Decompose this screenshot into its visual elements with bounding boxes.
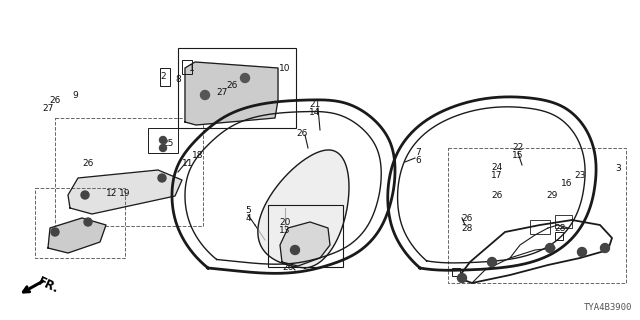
Text: 19: 19	[119, 188, 131, 197]
Circle shape	[81, 191, 89, 199]
Polygon shape	[258, 150, 349, 268]
Text: 1: 1	[189, 63, 195, 73]
Text: 4: 4	[245, 213, 251, 222]
Text: 25: 25	[163, 139, 173, 148]
Bar	[555, 232, 563, 240]
Text: 26: 26	[49, 95, 61, 105]
Circle shape	[200, 91, 209, 100]
Circle shape	[600, 244, 609, 252]
Bar	[268, 205, 343, 267]
Text: 11: 11	[182, 158, 194, 167]
Circle shape	[458, 274, 467, 283]
Polygon shape	[48, 218, 106, 253]
Text: 26: 26	[492, 190, 502, 199]
Circle shape	[159, 137, 166, 143]
Text: 13: 13	[279, 226, 291, 235]
Bar	[148, 128, 178, 153]
Bar	[178, 48, 296, 128]
Text: 21: 21	[309, 100, 321, 108]
Text: 27: 27	[42, 103, 54, 113]
Text: 6: 6	[415, 156, 421, 164]
Bar	[448, 148, 626, 283]
Circle shape	[158, 174, 166, 182]
Bar	[55, 118, 203, 226]
Text: 23: 23	[574, 171, 586, 180]
Text: 16: 16	[561, 179, 573, 188]
Polygon shape	[280, 222, 330, 266]
Text: 5: 5	[245, 205, 251, 214]
Text: 27: 27	[216, 87, 228, 97]
Bar	[555, 215, 572, 228]
Text: 17: 17	[492, 171, 503, 180]
Text: 10: 10	[279, 63, 291, 73]
Text: 2: 2	[160, 71, 166, 81]
Circle shape	[577, 247, 586, 257]
Text: 18: 18	[192, 150, 204, 159]
Bar	[182, 60, 192, 74]
Text: 26: 26	[227, 81, 237, 90]
Bar	[160, 68, 170, 86]
Text: 24: 24	[492, 163, 502, 172]
Text: 3: 3	[615, 164, 621, 172]
Circle shape	[488, 258, 497, 267]
Text: 26: 26	[83, 158, 93, 167]
Text: 12: 12	[106, 188, 118, 197]
Text: FR.: FR.	[36, 275, 61, 296]
Circle shape	[545, 244, 554, 252]
Text: 26: 26	[461, 213, 473, 222]
Text: 28: 28	[461, 223, 473, 233]
Text: TYA4B3900: TYA4B3900	[584, 303, 632, 312]
Text: 26: 26	[296, 129, 308, 138]
Circle shape	[84, 218, 92, 226]
Text: 28: 28	[554, 223, 566, 233]
Circle shape	[241, 74, 250, 83]
Bar	[530, 220, 550, 234]
Polygon shape	[68, 170, 182, 214]
Text: 22: 22	[513, 142, 524, 151]
Text: 14: 14	[309, 108, 321, 116]
Text: 7: 7	[415, 148, 421, 156]
Text: 8: 8	[175, 75, 181, 84]
Text: 26: 26	[282, 263, 294, 273]
Circle shape	[159, 145, 166, 151]
Bar	[452, 268, 460, 276]
Polygon shape	[185, 62, 278, 125]
Bar	[35, 188, 125, 258]
Text: 20: 20	[279, 218, 291, 227]
Text: 29: 29	[547, 190, 557, 199]
Circle shape	[51, 228, 59, 236]
Text: 9: 9	[72, 91, 78, 100]
Circle shape	[291, 245, 300, 254]
Text: 15: 15	[512, 150, 524, 159]
